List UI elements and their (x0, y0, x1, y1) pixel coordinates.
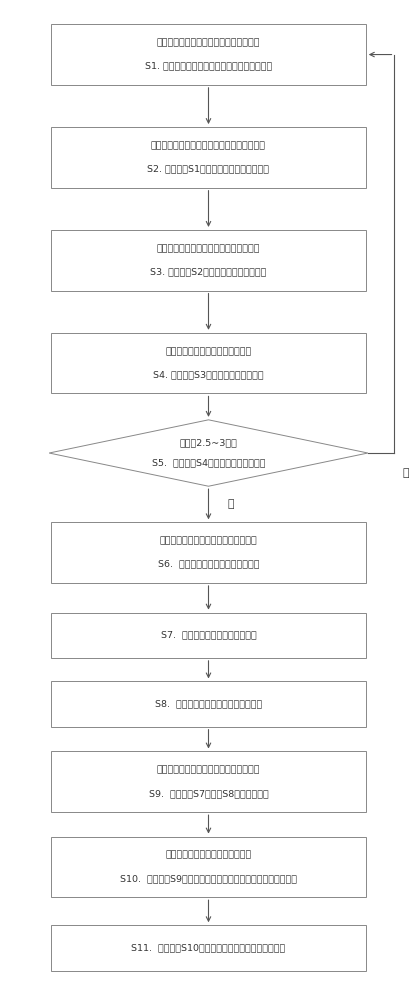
Text: S6.  进行整流功率器件的均压设计；: S6. 进行整流功率器件的均压设计； (158, 560, 259, 569)
Text: S7.  计算整流功率器件的导通损耗: S7. 计算整流功率器件的导通损耗 (161, 631, 256, 640)
Text: S8.  计算整流功率器件的阻尼回路损耗: S8. 计算整流功率器件的阻尼回路损耗 (155, 700, 262, 709)
Text: 是否在2.5~3之间: 是否在2.5~3之间 (180, 438, 237, 447)
Text: S9.  根据步骤S7和步骤S8的计算结果，: S9. 根据步骤S7和步骤S8的计算结果， (148, 789, 269, 798)
Text: 计算整流功率器件的电压储备系数: 计算整流功率器件的电压储备系数 (166, 347, 251, 356)
Text: 是: 是 (228, 499, 234, 509)
Bar (51, 127, 366, 188)
Polygon shape (49, 420, 368, 486)
Text: 计算每个整流桥臂在额定电流下的总损耗: 计算每个整流桥臂在额定电流下的总损耗 (157, 766, 260, 775)
Text: 否: 否 (403, 468, 409, 478)
Bar (51, 837, 366, 897)
Text: S3. 根据步骤S2中计算的空载直流电压，: S3. 根据步骤S2中计算的空载直流电压， (150, 267, 267, 276)
Text: 单桥中每个整流桥臂串联整流功率器件数: 单桥中每个整流桥臂串联整流功率器件数 (157, 38, 260, 47)
Text: S10.  根据步骤S9计算的每个整流桥臂在额定电流下的总损耗，: S10. 根据步骤S9计算的每个整流桥臂在额定电流下的总损耗， (120, 874, 297, 883)
Bar (51, 925, 366, 971)
Text: 包括阻尼回路设计和直流均压电阻设计: 包括阻尼回路设计和直流均压电阻设计 (160, 536, 257, 545)
Bar (51, 681, 366, 727)
Bar (51, 751, 366, 812)
Text: S1. 初步选定特高压直流融冰装置额定运行时，: S1. 初步选定特高压直流融冰装置额定运行时， (145, 62, 272, 71)
Text: 计算特高压直流融冰装置的输入侧电压；: 计算特高压直流融冰装置的输入侧电压； (157, 244, 260, 253)
Bar (51, 613, 366, 658)
Text: S4. 根据步骤S3中计算的输入侧电压，: S4. 根据步骤S3中计算的输入侧电压， (153, 370, 264, 379)
Bar (51, 522, 366, 583)
Text: S5.  判断步骤S4中计算的电压储备系数: S5. 判断步骤S4中计算的电压储备系数 (152, 459, 265, 468)
Bar (51, 24, 366, 85)
Text: 计算特高压直流融冰装置的总损耗: 计算特高压直流融冰装置的总损耗 (166, 851, 251, 860)
Text: S11.  根据步骤S10的计算结果，进行散热系统的设计: S11. 根据步骤S10的计算结果，进行散热系统的设计 (131, 943, 286, 952)
Bar (51, 230, 366, 291)
Bar (51, 333, 366, 393)
Text: S2. 根据步骤S1中初步选的的功率器件数，: S2. 根据步骤S1中初步选的的功率器件数， (148, 165, 269, 174)
Text: 计算特高压直流融冰装置的理想空载直流电压: 计算特高压直流融冰装置的理想空载直流电压 (151, 141, 266, 150)
